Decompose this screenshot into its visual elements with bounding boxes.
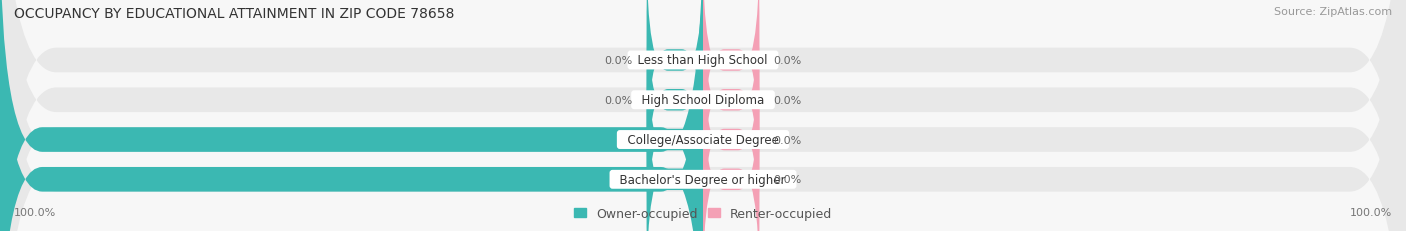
Text: 0.0%: 0.0% <box>773 175 801 185</box>
FancyBboxPatch shape <box>703 32 759 231</box>
Text: 0.0%: 0.0% <box>605 56 633 66</box>
Text: Less than High School: Less than High School <box>630 54 776 67</box>
Text: 100.0%: 100.0% <box>14 207 56 218</box>
Text: 0.0%: 0.0% <box>605 95 633 105</box>
FancyBboxPatch shape <box>647 0 703 208</box>
FancyBboxPatch shape <box>0 0 703 231</box>
Text: 0.0%: 0.0% <box>773 135 801 145</box>
FancyBboxPatch shape <box>703 71 759 231</box>
FancyBboxPatch shape <box>703 0 759 208</box>
FancyBboxPatch shape <box>703 0 759 169</box>
Text: Source: ZipAtlas.com: Source: ZipAtlas.com <box>1274 7 1392 17</box>
Legend: Owner-occupied, Renter-occupied: Owner-occupied, Renter-occupied <box>568 202 838 225</box>
Text: High School Diploma: High School Diploma <box>634 94 772 107</box>
Text: 0.0%: 0.0% <box>773 95 801 105</box>
FancyBboxPatch shape <box>0 0 703 231</box>
Text: College/Associate Degree: College/Associate Degree <box>620 134 786 146</box>
Text: OCCUPANCY BY EDUCATIONAL ATTAINMENT IN ZIP CODE 78658: OCCUPANCY BY EDUCATIONAL ATTAINMENT IN Z… <box>14 7 454 21</box>
FancyBboxPatch shape <box>647 71 703 231</box>
Text: Bachelor's Degree or higher: Bachelor's Degree or higher <box>613 173 793 186</box>
Text: 100.0%: 100.0% <box>1350 207 1392 218</box>
FancyBboxPatch shape <box>647 32 703 231</box>
Text: 0.0%: 0.0% <box>773 56 801 66</box>
FancyBboxPatch shape <box>647 0 703 169</box>
